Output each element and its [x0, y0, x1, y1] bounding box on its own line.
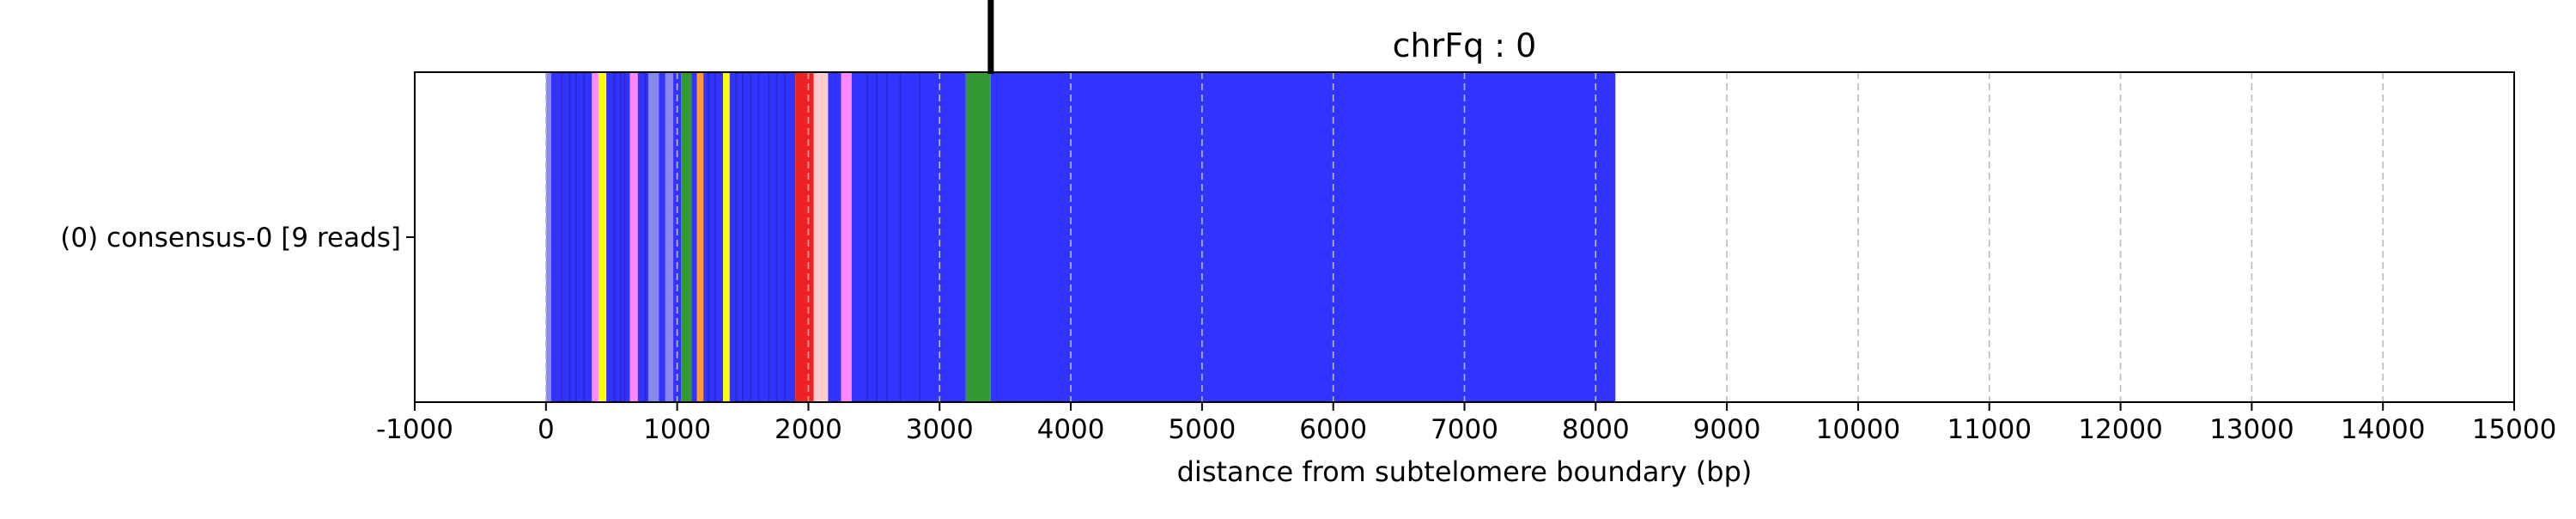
segment-blue	[990, 72, 1616, 402]
y-axis: (0) consensus-0 [9 reads]	[60, 223, 415, 253]
segments-layer	[545, 72, 1616, 402]
segment-lightblue	[545, 72, 551, 402]
x-tick-label: 11000	[1947, 414, 2032, 445]
segment-blue	[828, 72, 841, 402]
segment-green	[965, 72, 991, 402]
x-tick-label: 8000	[1562, 414, 1630, 445]
grid-layer	[545, 72, 2384, 402]
x-tick-label: 12000	[2078, 414, 2163, 445]
segment-lightpink	[813, 72, 829, 402]
x-tick-label: 14000	[2341, 414, 2426, 445]
x-tick-label: -1000	[376, 414, 453, 445]
x-tick-label: 1000	[643, 414, 711, 445]
segment-blue	[691, 72, 697, 402]
x-tick-label: 2000	[775, 414, 842, 445]
segment-pink	[592, 72, 598, 402]
x-tick-label: 0	[538, 414, 555, 445]
segment-blue	[673, 72, 682, 402]
segment-pink	[629, 72, 638, 402]
x-axis-label: distance from subtelomere boundary (bp)	[1177, 455, 1753, 488]
segment-blue	[851, 72, 966, 402]
x-tick-label: 7000	[1431, 414, 1498, 445]
x-tick-label: 15000	[2472, 414, 2557, 445]
y-tick-label: (0) consensus-0 [9 reads]	[60, 223, 401, 253]
segment-green	[681, 72, 692, 402]
x-tick-label: 9000	[1693, 414, 1761, 445]
x-tick-label: 10000	[1816, 414, 1901, 445]
segment-lightblue	[648, 72, 659, 402]
segment-yellow	[723, 72, 730, 402]
x-tick-label: 4000	[1037, 414, 1105, 445]
x-tick-label: 3000	[906, 414, 974, 445]
segment-blue	[550, 72, 592, 402]
x-axis: -1000 0 1000 2000 3000 4000 5000 6000 7000 8000 90…	[376, 402, 2556, 445]
x-tick-label: 13000	[2209, 414, 2294, 445]
x-tick-label: 6000	[1299, 414, 1367, 445]
segment-orange	[696, 72, 704, 402]
x-tick-label: 5000	[1168, 414, 1236, 445]
segment-yellow	[598, 72, 607, 402]
segment-blue	[606, 72, 630, 402]
segment-blue	[637, 72, 649, 402]
segment-red	[795, 72, 814, 402]
segment-blue	[703, 72, 724, 402]
segment-pink	[841, 72, 852, 402]
segment-lightblue	[665, 72, 674, 402]
chart-title: chrFq : 0	[1393, 27, 1537, 64]
segment-blue	[659, 72, 665, 402]
